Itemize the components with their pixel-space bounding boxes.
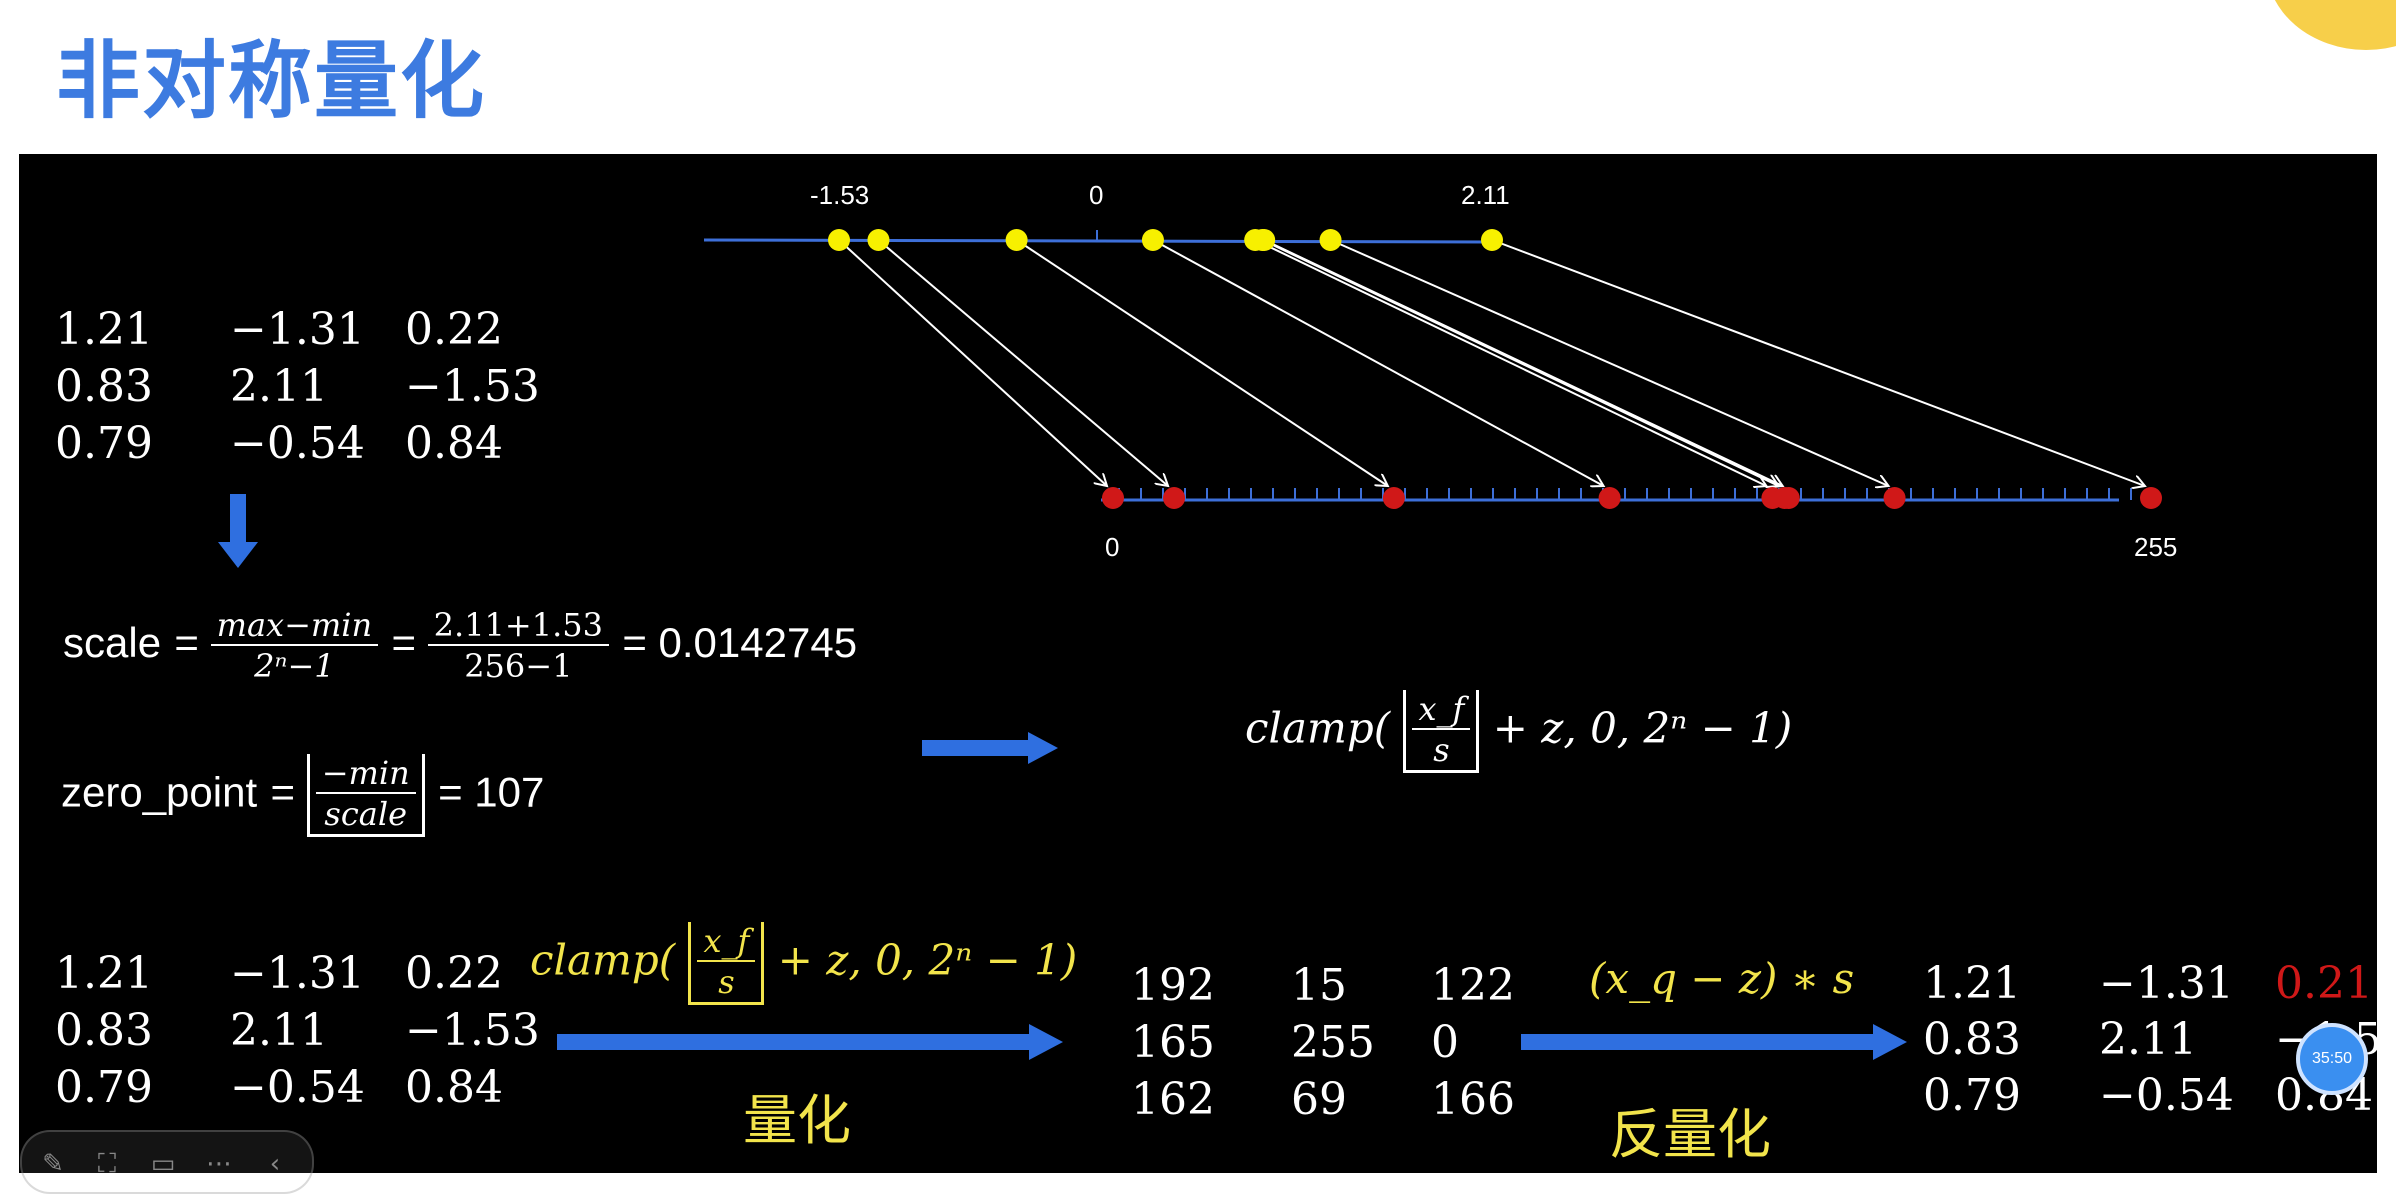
matrix-cell: 166 [1431,1074,1515,1125]
matrix-cell: 255 [1291,1017,1375,1068]
float-point [1481,229,1503,251]
matrix-cell: 0.79 [55,1062,153,1113]
presenter-toolbar: ✎ ⛶ ▭ ⋯ ‹ [20,1130,314,1194]
zero-point-result: 107 [474,768,545,816]
matrix-cell: −0.54 [2099,1070,2234,1121]
float-point [1141,229,1164,251]
quantize-label: 量化 [743,1089,851,1152]
matrix-cell: −0.54 [230,1062,365,1113]
dequantize-arrow-icon [1521,1024,1907,1060]
float-point [1319,229,1342,251]
mapping-arrow [1254,239,1766,486]
matrix-cell: 0.22 [405,304,503,355]
int-axis-label-min: 0 [1105,532,1120,562]
corner-decoration [2266,0,2396,50]
matrix-cell: 1.21 [55,304,153,355]
number-line-diagram [703,229,2162,509]
matrix-cell: 2.11 [230,1005,328,1056]
mapping-arrow [1152,239,1604,486]
screen-icon[interactable]: ▭ [150,1149,176,1179]
screenshot-icon[interactable]: ⛶ [97,1149,117,1179]
matrix-cell: 165 [1131,1017,1215,1068]
mapping-arrow [877,239,1168,486]
int-point [2140,487,2162,509]
int-axis-ticks [1118,488,2132,500]
float-point [867,229,890,251]
matrix-cell: 0.83 [55,361,153,412]
down-arrow-icon [218,494,258,568]
matrix-cell: 0.83 [1923,1014,2021,1065]
matrix-cell: −1.53 [405,361,540,412]
clamp-formula-yellow: clamp( x_f s + z, 0, 2ⁿ − 1) [530,922,1077,1005]
float-point [828,229,850,251]
int-point [1598,487,1621,509]
int-point [1777,487,1800,509]
float-axis-label-max: 2.11 [1461,180,1510,210]
int-points [1102,487,2162,509]
matrix-cell: 0.22 [405,948,503,999]
float-axis-label-min: -1.53 [810,180,870,210]
more-icon[interactable]: ⋯ [206,1149,232,1179]
zero-point-label: zero_point [61,768,258,816]
dequantize-label: 反量化 [1609,1103,1771,1166]
matrix-cell: 15 [1291,960,1347,1011]
mapping-arrow [1491,239,2145,486]
mapping-arrow [1263,239,1783,486]
matrix-cell: 0.84 [405,1062,503,1113]
matrix-cell: −1.53 [405,1005,540,1056]
quantize-arrow-icon [557,1024,1063,1060]
matrix-cell: 0.83 [55,1005,153,1056]
matrix-cell: 1.21 [55,948,153,999]
zero-point-formula: zero_point = −min scale = 107 [61,754,544,837]
right-arrow-icon [922,732,1058,764]
scale-label: scale [63,619,162,666]
int-point [1883,487,1906,509]
float-points [828,229,1503,251]
mapping-arrow [838,239,1107,486]
float-axis-label-zero: 0 [1089,180,1104,210]
matrix-cell: 0.79 [55,418,153,469]
dequant-formula: (x_q − z) ∗ s [1589,954,1855,1003]
matrix-cell: 1.21 [1923,958,2021,1009]
collapse-icon[interactable]: ‹ [269,1149,281,1179]
slide-content: -1.53 0 2.11 0 255 1.21 −1.31 0.22 0.83 2.11… [19,154,2377,1173]
matrix-cell: 192 [1131,960,1215,1011]
int-axis-label-max: 255 [2134,532,2178,562]
scale-formula: scale = max−min 2ⁿ−1 = 2.11+1.53 256−1 =… [63,606,858,686]
matrix-cell: 69 [1291,1074,1347,1125]
clamp-formula: clamp( x_f s + z, 0, 2ⁿ − 1) [1245,690,1792,773]
matrix-cell: 122 [1431,960,1515,1011]
scale-fraction-numeric: 2.11+1.53 256−1 [427,606,609,686]
int-point [1382,487,1405,509]
float-point [1005,229,1028,251]
mapping-arrow [1330,239,1889,486]
matrix-cell: 2.11 [230,361,328,412]
matrix-cell: 0.84 [405,418,503,469]
matrix-cell: 0.79 [1923,1070,2021,1121]
slide-title: 非对称量化 [56,32,487,130]
scale-fraction-symbolic: max−min 2ⁿ−1 [210,606,379,686]
matrix-cell: 0 [1431,1017,1459,1068]
matrix-cell: −1.31 [230,948,365,999]
int-point [1163,487,1186,509]
scale-result: = 0.0142745 [622,619,858,666]
pen-icon[interactable]: ✎ [42,1149,64,1179]
matrix-cell: −1.31 [230,304,365,355]
mapping-arrow [1016,239,1388,486]
matrix-cell: −1.31 [2099,958,2234,1009]
mapping-arrows [838,239,2145,486]
matrix-cell: 0.21 [2275,958,2373,1009]
int-point [1102,487,1124,509]
floor-bracket: −min scale [306,754,425,837]
matrix-cell: 2.11 [2099,1014,2197,1065]
matrix-cell: −0.54 [230,418,365,469]
matrix-cell: 162 [1131,1074,1215,1125]
recording-timer[interactable]: 35:50 [2296,1023,2368,1095]
float-point [1253,229,1276,251]
